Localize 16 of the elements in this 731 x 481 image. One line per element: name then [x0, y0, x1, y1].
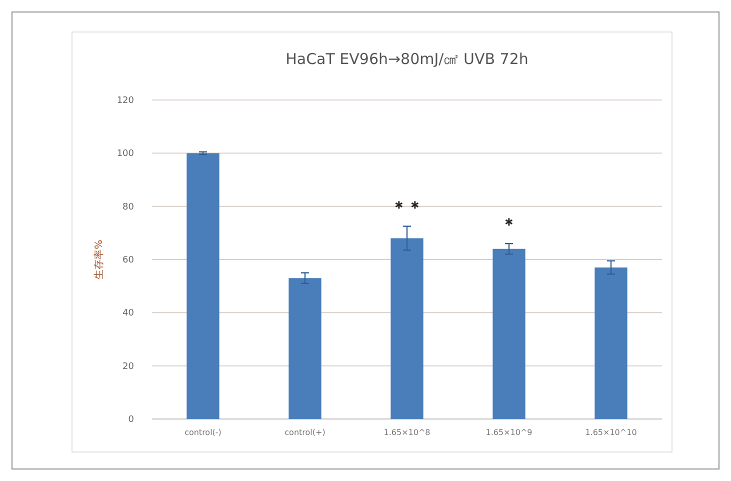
- x-tick-label: control(+): [284, 428, 326, 437]
- x-tick-label: 1.65×10^9: [486, 428, 532, 437]
- annotation: ＊＊: [391, 197, 423, 216]
- y-tick-label: 120: [116, 96, 134, 106]
- y-tick-label: 0: [128, 415, 134, 425]
- x-tick-label: control(-): [184, 428, 222, 437]
- y-axis-title: 生存率%: [93, 240, 105, 280]
- y-tick-label: 20: [122, 362, 134, 372]
- chart-title: HaCaT EV96h→80mJ/㎠ UVB 72h: [286, 50, 528, 68]
- y-tick-label: 60: [122, 256, 134, 266]
- y-tick-label: 100: [116, 149, 134, 160]
- x-tick-label: 1.65×10^8: [384, 428, 430, 437]
- x-tick-label: 1.65×10^10: [585, 428, 637, 437]
- annotation: ＊: [501, 214, 517, 234]
- y-tick-label: 80: [122, 202, 134, 212]
- y-tick-label: 40: [122, 308, 134, 319]
